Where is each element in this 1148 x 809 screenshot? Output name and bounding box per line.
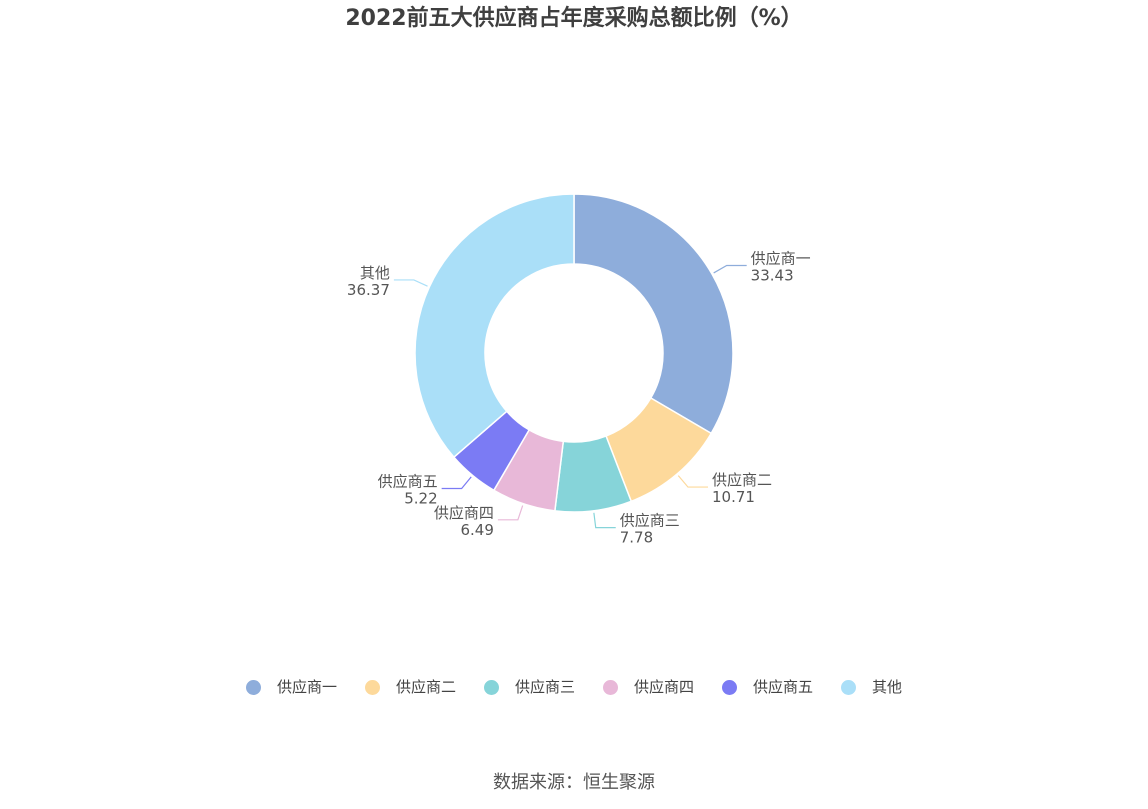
leader-line-6	[393, 279, 428, 287]
legend-label: 供应商一	[276, 678, 337, 696]
slice-label-name-4: 供应商四	[434, 504, 494, 522]
slice-label-name-3: 供应商三	[620, 512, 680, 530]
legend-marker-icon	[483, 679, 499, 695]
legend-item-3[interactable]: 供应商三	[483, 674, 575, 700]
legend-marker-icon	[603, 679, 618, 695]
legend-label: 供应商三	[514, 678, 575, 696]
leader-line-1	[713, 264, 747, 274]
leader-line-2	[677, 475, 709, 488]
legend-item-5[interactable]: 供应商五	[722, 674, 813, 700]
leader-line-3	[593, 512, 616, 529]
leader-line-5	[441, 476, 472, 490]
slice-label-value-1: 33.43	[751, 266, 794, 284]
chart-title: 2022前五大供应商占年度采购总额比例（%）	[345, 6, 803, 31]
legend-item-4[interactable]: 供应商四	[603, 674, 694, 700]
leader-line-4	[497, 505, 524, 521]
slice-label-name-1: 供应商一	[751, 249, 811, 267]
legend-item-6[interactable]: 其他	[841, 674, 902, 700]
legend-label: 其他	[872, 678, 903, 696]
slice-label-value-3: 7.78	[620, 529, 653, 547]
legend-marker-icon	[245, 679, 261, 695]
slice-1	[573, 193, 734, 435]
chart-slices	[414, 193, 734, 513]
slice-label-value-5: 5.22	[404, 489, 437, 507]
legend-marker-icon	[841, 679, 857, 695]
slice-label-value-4: 6.49	[460, 521, 493, 539]
legend-label: 供应商四	[634, 678, 695, 696]
slice-label-value-6: 36.37	[347, 281, 390, 299]
slice-label-name-5: 供应商五	[378, 472, 438, 490]
legend-label: 供应商五	[753, 678, 814, 696]
slice-6	[414, 193, 575, 459]
slice-label-name-2: 供应商二	[712, 471, 772, 489]
legend-label: 供应商二	[395, 678, 456, 696]
slice-label-name-6: 其他	[360, 264, 390, 282]
legend-item-2[interactable]: 供应商二	[364, 674, 456, 700]
legend-marker-icon	[722, 679, 738, 695]
chart-leader-lines	[393, 264, 747, 529]
legend-marker-icon	[364, 679, 380, 695]
chart-legend: 供应商一 供应商二 供应商三 供应商四 供应商五 其他	[0, 674, 1148, 700]
legend-item-1[interactable]: 供应商一	[245, 674, 337, 700]
slice-label-value-2: 10.71	[712, 488, 755, 506]
data-source-note: 数据来源：恒生聚源	[493, 772, 655, 793]
